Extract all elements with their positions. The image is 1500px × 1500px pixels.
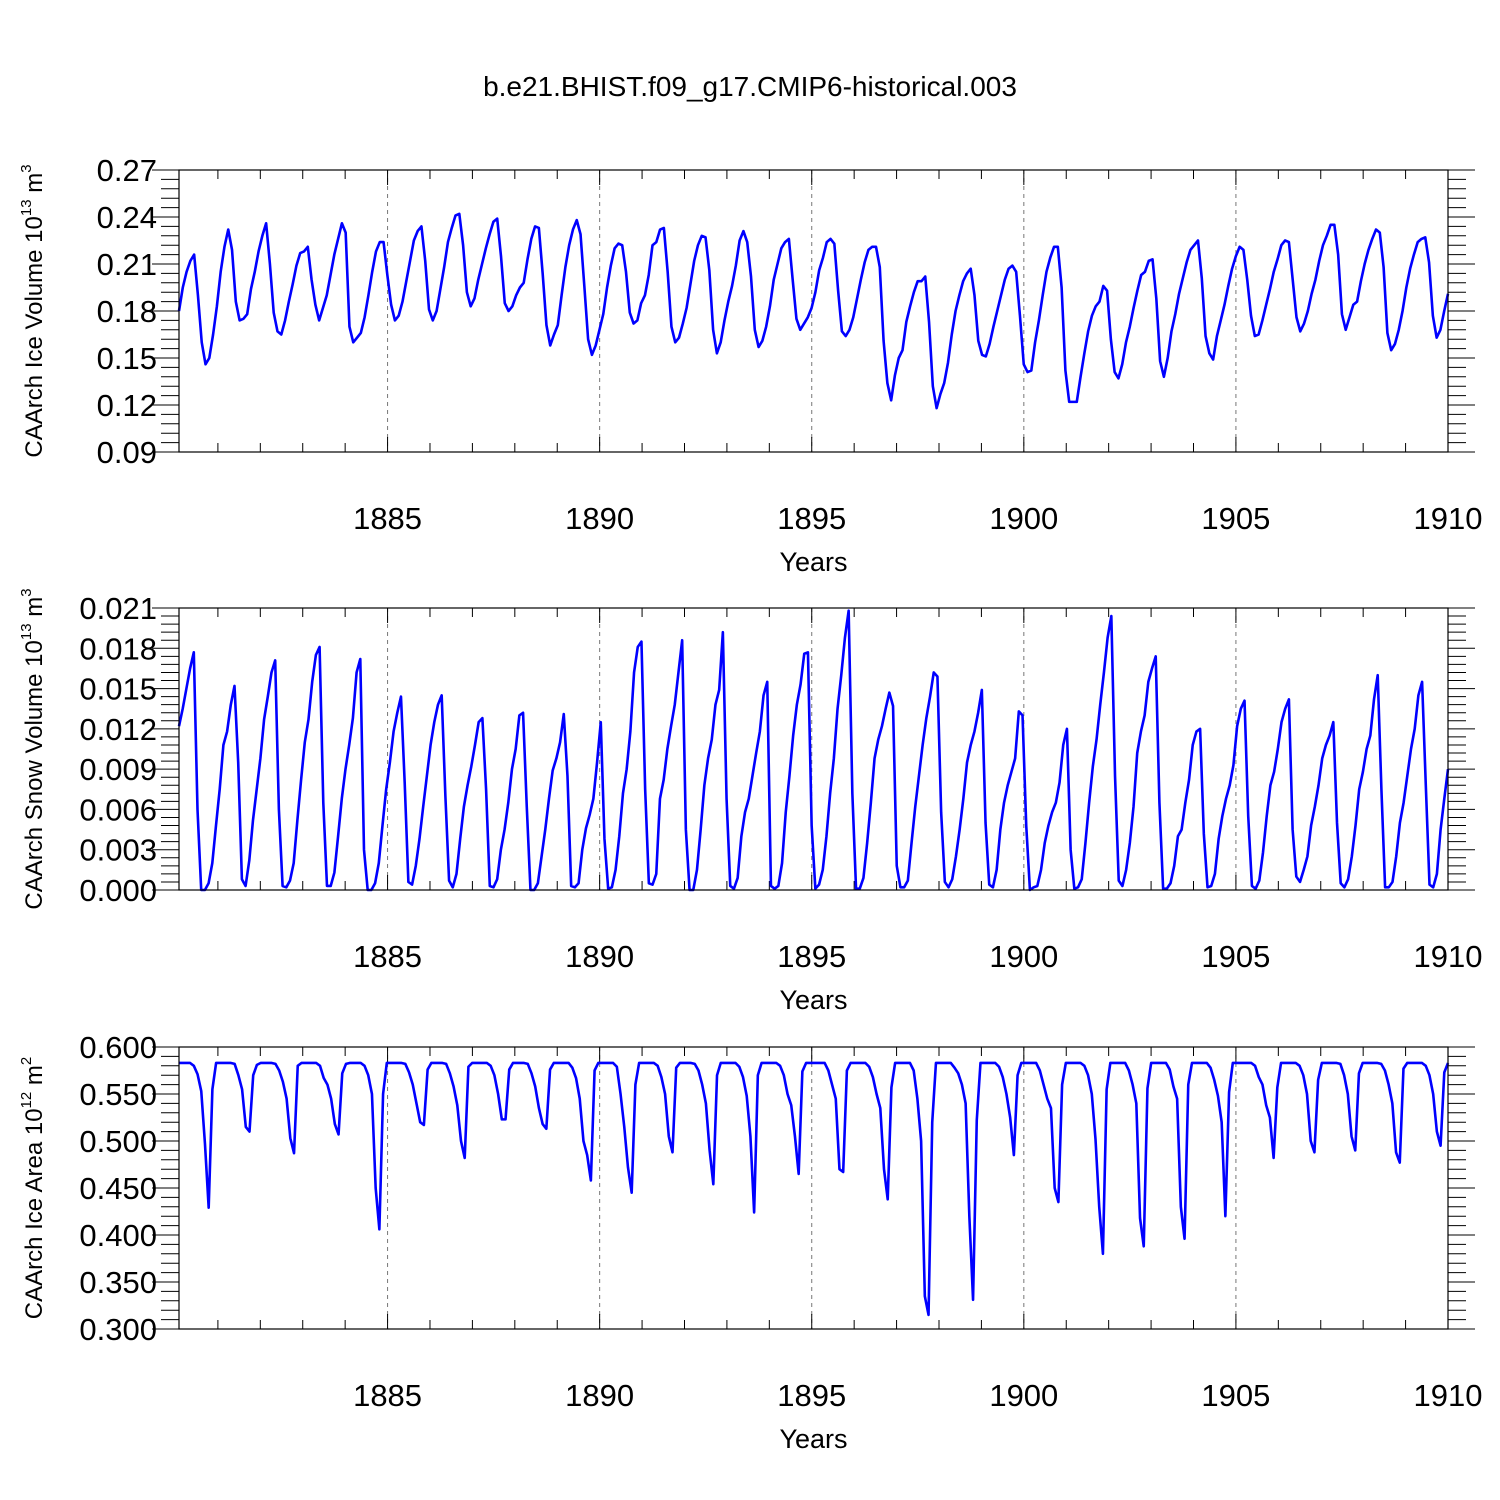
x-tick-label: 1885 <box>353 501 422 536</box>
x-tick-label: 1890 <box>565 939 634 974</box>
plot-frame <box>178 169 1449 453</box>
chart-panel-3: 0.300 0.350 0.400 0.450 0.500 0.550 0.600 1885 1… <box>18 1030 1482 1454</box>
plot-frame <box>178 1046 1449 1330</box>
chart-panel-2: 0.000 0.003 0.006 0.009 0.012 0.015 0.018 0.021… <box>18 588 1482 1015</box>
y-tick-label: 0.009 <box>79 752 157 787</box>
x-tick-label: 1895 <box>777 1378 846 1413</box>
chart-panel-1: 0.09 0.12 0.15 0.18 0.21 0.24 0.27 1885 1890 1895… <box>18 153 1482 577</box>
y-tick-label: 0.600 <box>79 1030 157 1065</box>
x-tick-label: 1885 <box>353 1378 422 1413</box>
y-axis-label-unit-exponent: 3 <box>18 164 35 172</box>
y-axis-label-main: CAArch Snow Volume 10 <box>21 640 48 909</box>
x-tick-label: 1895 <box>777 501 846 536</box>
x-tick-label: 1910 <box>1414 939 1483 974</box>
plot-frame <box>178 607 1449 891</box>
y-tick-label: 0.003 <box>79 833 157 868</box>
y-tick-label: 0.24 <box>97 200 157 235</box>
y-tick-label: 0.350 <box>79 1265 157 1300</box>
series-line <box>177 212 1450 410</box>
y-tick-label: 0.018 <box>79 631 157 666</box>
y-axis-label: CAArch Ice Volume 1013 m3 <box>18 164 48 457</box>
y-tick-label: 0.500 <box>79 1124 157 1159</box>
x-tick-label: 1905 <box>1201 939 1270 974</box>
y-axis-label-unit: m <box>21 173 48 200</box>
y-axis-label-main: CAArch Ice Area 10 <box>21 1108 48 1319</box>
y-tick-label: 0.015 <box>79 672 157 707</box>
x-tick-label: 1890 <box>565 1378 634 1413</box>
y-axis-label-exponent: 13 <box>18 199 35 216</box>
y-axis-label-exponent: 13 <box>18 623 35 640</box>
x-tick-label: 1905 <box>1201 501 1270 536</box>
y-tick-label: 0.27 <box>97 153 157 188</box>
y-tick-label: 0.450 <box>79 1171 157 1206</box>
y-axis-label: CAArch Ice Area 1012 m2 <box>18 1057 48 1319</box>
y-axis-label-unit-exponent: 2 <box>18 1057 35 1065</box>
y-tick-label: 0.550 <box>79 1077 157 1112</box>
y-axis-label-unit: m <box>21 597 48 624</box>
y-tick-label: 0.012 <box>79 712 157 747</box>
y-axis-label-unit: m <box>21 1065 48 1092</box>
series-line <box>177 609 1450 892</box>
x-tick-label: 1905 <box>1201 1378 1270 1413</box>
y-tick-label: 0.300 <box>79 1312 157 1347</box>
y-tick-label: 0.15 <box>97 341 157 376</box>
y-tick-label: 0.21 <box>97 247 157 282</box>
series-line <box>179 1061 1450 1317</box>
x-tick-label: 1900 <box>989 501 1058 536</box>
x-axis-label: Years <box>779 1424 847 1454</box>
figure-title: b.e21.BHIST.f09_g17.CMIP6-historical.003 <box>483 71 1017 102</box>
y-tick-label: 0.09 <box>97 435 157 470</box>
y-axis-label-exponent: 12 <box>18 1092 35 1109</box>
y-axis-label: CAArch Snow Volume 1013 m3 <box>18 588 48 909</box>
y-tick-label: 0.006 <box>79 792 157 827</box>
x-axis-label: Years <box>779 985 847 1015</box>
x-tick-label: 1895 <box>777 939 846 974</box>
x-tick-label: 1890 <box>565 501 634 536</box>
y-tick-label: 0.000 <box>79 873 157 908</box>
x-tick-label: 1910 <box>1414 1378 1483 1413</box>
y-tick-label: 0.400 <box>79 1218 157 1253</box>
y-tick-label: 0.021 <box>79 591 157 626</box>
x-tick-label: 1900 <box>989 1378 1058 1413</box>
x-tick-label: 1910 <box>1414 501 1483 536</box>
y-axis-label-unit-exponent: 3 <box>18 588 35 596</box>
x-tick-label: 1900 <box>989 939 1058 974</box>
y-tick-label: 0.12 <box>97 388 157 423</box>
x-axis-label: Years <box>779 547 847 577</box>
panels: 0.09 0.12 0.15 0.18 0.21 0.24 0.27 1885 1890 1895… <box>18 153 1482 1454</box>
y-tick-label: 0.18 <box>97 294 157 329</box>
x-tick-label: 1885 <box>353 939 422 974</box>
y-axis-label-main: CAArch Ice Volume 10 <box>21 216 48 457</box>
